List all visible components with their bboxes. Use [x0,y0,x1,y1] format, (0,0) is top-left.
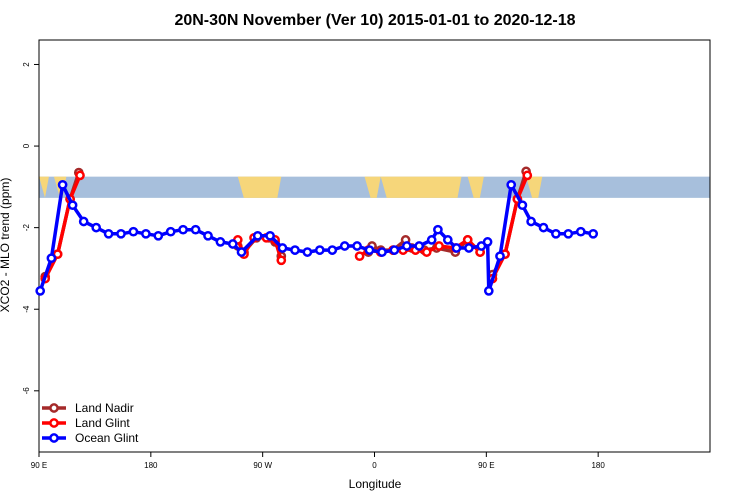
data-point [389,245,400,255]
data-point [433,224,443,235]
data-point [538,222,549,233]
y-axis: 2 0 -2 -4 -6 [22,62,39,395]
data-point [67,200,78,211]
y-tick-label: -4 [22,305,31,313]
data-point [252,230,263,241]
legend-marker [49,403,59,413]
land-patch [526,176,543,198]
data-point [522,170,533,181]
y-axis-label: XCO2 - MLO trend (ppm) [0,178,12,313]
y-tick-label: -2 [22,224,31,232]
legend-marker [49,418,59,428]
data-point [165,226,176,237]
x-tick-label: 180 [591,461,605,470]
data-point [517,200,528,211]
land-patch [467,176,484,198]
legend-label: Ocean Glint [75,431,139,445]
data-point [354,251,365,262]
data-point [476,241,487,251]
data-point [78,216,89,227]
data-point [91,222,102,233]
legend-label: Land Glint [75,416,130,430]
series-line [490,174,529,280]
data-point [302,247,313,257]
data-point [352,241,362,251]
data-point [153,230,164,241]
legend-marker [49,433,59,443]
data-point [442,235,453,245]
data-point [434,241,444,251]
series-ocean-glint [35,179,599,296]
data-point [103,228,114,239]
data-point [563,228,574,239]
data-point [203,230,213,241]
data-point [339,241,350,251]
data-point [276,255,287,266]
data-point [464,243,474,253]
data-point [290,245,300,255]
data-point [551,228,561,239]
map-band [39,176,710,198]
data-point [265,230,275,241]
land-patch [364,176,381,198]
x-tick-label: 90 W [253,461,272,470]
data-point [46,253,57,264]
data-point [327,245,338,255]
data-point [483,286,494,296]
legend-label: Land Nadir [75,401,134,415]
data-point [426,235,437,245]
data-point [75,170,85,181]
data-point [227,239,238,249]
data-point [451,243,462,253]
data-point [215,237,226,247]
data-point [495,251,505,262]
y-tick-label: 2 [22,62,31,67]
x-tick-label: 180 [144,461,158,470]
data-point [421,247,432,257]
chart-title: 20N-30N November (Ver 10) 2015-01-01 to … [174,12,575,29]
data-point [236,247,247,257]
data-point [128,226,139,237]
data-point [277,243,288,253]
data-point [116,228,126,239]
x-axis-label: Longitude [349,477,402,491]
land-patch [237,176,282,198]
data-point [190,224,201,235]
data-point [526,216,536,227]
data-point [414,241,425,251]
data-point [314,245,325,255]
data-point [178,224,188,235]
data-point [462,235,473,245]
data-point [482,237,493,247]
data-point [588,228,599,239]
data-point [506,179,517,190]
x-tick-label: 90 E [478,461,494,470]
data-point [377,247,387,257]
data-point [364,245,375,255]
x-tick-label: 0 [372,461,377,470]
y-tick-label: 0 [22,143,31,148]
x-tick-label: 90 E [31,461,47,470]
series-line [43,174,82,280]
series-layer [35,166,599,296]
data-point [141,228,151,239]
x-axis: 90 E 180 90 W 0 90 E 180 [31,452,605,470]
data-point [35,286,46,296]
y-tick-label: -6 [22,387,31,395]
data-point [575,226,586,237]
land-patch [380,176,462,198]
land-patch [39,176,49,198]
data-point [57,179,68,190]
data-point [401,241,412,251]
